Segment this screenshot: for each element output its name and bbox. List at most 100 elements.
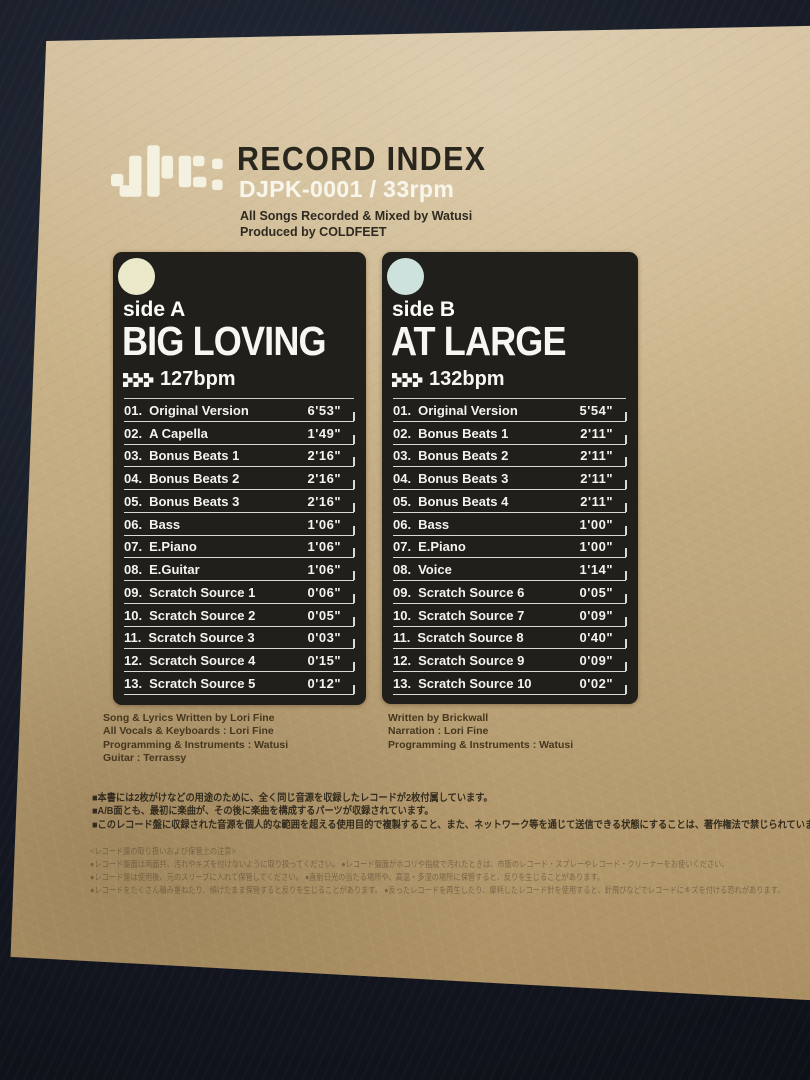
credit-line: Programming & Instruments : Watusi xyxy=(103,738,289,751)
track-row: 05. Bonus Beats 3 2'16" xyxy=(124,490,355,513)
track-name: Bonus Beats 1 xyxy=(418,425,509,441)
track-number: 04. xyxy=(124,471,143,487)
track-duration: 2'16" xyxy=(307,448,341,464)
track-duration: 1'49" xyxy=(307,425,341,441)
track-row: 10. Scratch Source 7 0'09" xyxy=(393,604,627,627)
track-row: 03. Bonus Beats 2 2'11" xyxy=(393,445,627,468)
credit-line: Written by Brickwall xyxy=(388,712,489,724)
track-number: 03. xyxy=(393,448,412,464)
track-row: 10. Scratch Source 2 0'05" xyxy=(124,604,355,627)
track-duration: 5'54" xyxy=(579,402,613,418)
track-number: 09. xyxy=(124,584,143,600)
track-duration: 2'11" xyxy=(580,471,613,487)
care-instructions: <レコード盤の取り扱いおよび保管上の注意> ●レコード盤面は両面共、汚れやキズを付… xyxy=(90,845,784,897)
track-row: 03. Bonus Beats 1 2'16" xyxy=(124,445,355,468)
track-duration: 0'05" xyxy=(579,584,613,600)
track-duration: 0'15" xyxy=(307,653,341,669)
credit-line: Song & Lyrics Written by Lori Fine xyxy=(103,712,275,724)
catalog-number: DJPK-0001 / 33rpm xyxy=(239,176,455,202)
track-name: Bass xyxy=(149,516,181,532)
track-row: 02. A Capella 1'49" xyxy=(124,422,355,445)
track-number: 04. xyxy=(393,471,412,487)
track-row: 04. Bonus Beats 2 2'16" xyxy=(124,467,355,491)
track-number: 10. xyxy=(124,607,143,623)
track-duration: 1'06" xyxy=(307,562,341,578)
track-number: 13. xyxy=(393,675,412,691)
track-row: 01. Original Version 5'54" xyxy=(393,399,627,422)
note-line: ■このレコード盤に収録された音源を個人的な範囲を超える使用目的で複製すること、ま… xyxy=(92,819,810,831)
track-number: 12. xyxy=(124,653,143,669)
track-number: 02. xyxy=(124,425,143,441)
track-number: 01. xyxy=(124,402,143,418)
track-row: 12. Scratch Source 4 0'15" xyxy=(124,649,355,673)
producer-credit: Produced by COLDFEET xyxy=(240,225,387,239)
track-name: Scratch Source 1 xyxy=(149,584,256,600)
track-duration: 0'40" xyxy=(579,630,613,646)
track-name: Scratch Source 10 xyxy=(418,675,532,691)
side-a-label: side A xyxy=(123,298,186,321)
track-row: 09. Scratch Source 6 0'05" xyxy=(393,581,627,604)
track-name: Voice xyxy=(418,562,452,578)
track-duration: 6'53" xyxy=(307,402,341,418)
track-name: Scratch Source 2 xyxy=(149,607,256,623)
track-number: 13. xyxy=(124,675,143,691)
track-number: 05. xyxy=(124,493,143,509)
track-row: 06. Bass 1'00" xyxy=(393,513,627,536)
track-duration: 0'02" xyxy=(579,675,613,691)
track-name: Bonus Beats 1 xyxy=(149,448,240,464)
side-b-credits: Written by Brickwall Narration : Lori Fin… xyxy=(388,712,573,752)
track-number: 10. xyxy=(393,607,412,623)
track-name: Scratch Source 5 xyxy=(149,675,256,691)
track-number: 07. xyxy=(393,539,412,555)
track-duration: 0'05" xyxy=(307,607,341,623)
track-row: 01. Original Version 6'53" xyxy=(124,399,355,422)
track-name: Bonus Beats 2 xyxy=(149,471,240,487)
track-name: Scratch Source 4 xyxy=(149,653,256,669)
track-number: 11. xyxy=(124,630,142,646)
track-row: 07. E.Piano 1'00" xyxy=(393,536,627,559)
track-duration: 0'09" xyxy=(579,653,613,669)
track-name: E.Piano xyxy=(418,539,466,555)
side-a-color-dot xyxy=(118,258,155,295)
triple-chevron-icon xyxy=(392,372,423,387)
track-duration: 1'00" xyxy=(579,539,613,555)
care-note-line: <レコード盤の取り扱いおよび保管上の注意> xyxy=(90,846,236,856)
care-note-line: ●レコード盤面は両面共、汚れやキズを付けないように取り扱ってください。 ●レコー… xyxy=(90,858,729,869)
track-name: Bonus Beats 2 xyxy=(418,448,509,464)
track-row: 09. Scratch Source 1 0'06" xyxy=(124,581,355,604)
track-row: 04. Bonus Beats 3 2'11" xyxy=(393,467,627,491)
track-duration: 0'09" xyxy=(579,607,613,623)
track-row: 08. E.Guitar 1'06" xyxy=(124,558,355,582)
side-a-bpm: 127bpm xyxy=(123,368,236,391)
side-a-bpm-value: 127bpm xyxy=(160,368,236,390)
track-row: 08. Voice 1'14" xyxy=(393,558,627,582)
track-duration: 2'11" xyxy=(580,425,613,441)
care-note-line: ●レコード盤は使用後、元のスリーブに入れて保管してください。 ●直射日光の当たる… xyxy=(90,871,605,882)
track-name: Bonus Beats 3 xyxy=(149,493,240,509)
track-number: 02. xyxy=(393,425,412,441)
credit-line: Programming & Instruments : Watusi xyxy=(388,738,574,751)
track-number: 06. xyxy=(393,516,412,532)
side-b-bpm: 132bpm xyxy=(392,368,505,391)
track-name: Original Version xyxy=(149,402,249,418)
side-a-credits: Song & Lyrics Written by Lori Fine All Vo… xyxy=(103,712,288,766)
track-duration: 0'03" xyxy=(307,630,341,646)
track-number: 11. xyxy=(393,630,411,646)
track-name: Scratch Source 8 xyxy=(417,630,524,646)
track-number: 07. xyxy=(124,539,143,555)
side-a-tracklist: 01. Original Version 6'53" 02. A Capella… xyxy=(124,398,355,695)
jpk-logo-icon xyxy=(111,145,223,197)
track-duration: 2'11" xyxy=(580,493,613,509)
care-note-line: ●レコードをたくさん積み重ねたり、傾けたまま保管すると反りを生じることがあります… xyxy=(90,884,785,895)
track-name: Bonus Beats 4 xyxy=(418,493,509,509)
track-row: 07. E.Piano 1'06" xyxy=(124,536,355,559)
track-row: 13. Scratch Source 10 0'02" xyxy=(393,672,627,695)
track-number: 12. xyxy=(393,653,412,669)
track-name: E.Piano xyxy=(149,539,197,555)
track-name: A Capella xyxy=(149,425,208,441)
track-duration: 0'12" xyxy=(307,675,341,691)
side-b-label: side B xyxy=(392,298,456,321)
track-row: 11. Scratch Source 3 0'03" xyxy=(124,627,355,650)
credit-line: Narration : Lori Fine xyxy=(388,725,489,738)
